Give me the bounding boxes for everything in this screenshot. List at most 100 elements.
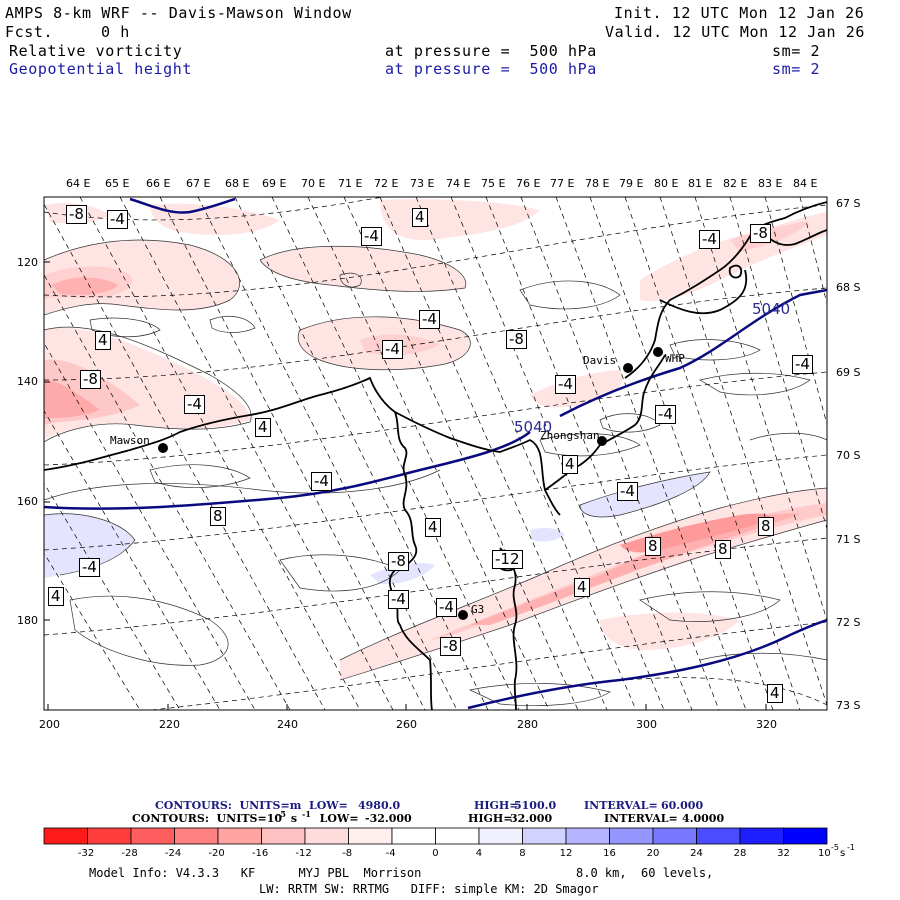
coast-line (624, 201, 827, 379)
station-markers (158, 347, 663, 620)
lon-label: 68 E (225, 177, 250, 190)
lon-label: 64 E (66, 177, 91, 190)
colorbar-swatch (478, 827, 523, 845)
ci2-exp: -5 (277, 809, 286, 819)
ci2-high: 32.000 (510, 812, 553, 825)
colorbar-tick-label: 28 (733, 848, 747, 859)
height-contour (467, 618, 827, 710)
ci1-low: 4980.0 (358, 799, 401, 812)
x-tick: 200 (39, 718, 60, 731)
vorticity-contour-label: 4 (574, 578, 590, 597)
lon-label: 78 E (585, 177, 610, 190)
ci2-label: CONTOURS: UNITS=10 (132, 812, 283, 825)
ci2-unit-exp: -1 (302, 809, 311, 819)
ci2-int-label: INTERVAL= (604, 812, 678, 825)
lat-label: 71 S (836, 533, 861, 546)
x-tick: 260 (396, 718, 417, 731)
vorticity-contour-label: 4 (562, 455, 578, 474)
pos-vort-area (370, 563, 435, 585)
height-label: 5040 (514, 418, 553, 436)
colorbar (43, 827, 828, 845)
colorbar-tick-label: 32 (777, 848, 790, 859)
vorticity-contour-label: -4 (699, 230, 720, 249)
colorbar-swatch (87, 827, 132, 845)
cb-unit-s: s (840, 848, 846, 859)
lon-label: 79 E (619, 177, 644, 190)
height-contours (44, 197, 827, 710)
ci2-unit: s (287, 812, 298, 825)
lon-label: 75 E (481, 177, 506, 190)
colorbar-swatch (435, 827, 480, 845)
lat-label: 67 S (836, 197, 861, 210)
vorticity-contour-label: -8 (388, 552, 409, 571)
vorticity-contour-label: -4 (311, 472, 332, 491)
y-tick: 140 (17, 375, 38, 388)
colorbar-tick-label: -16 (251, 848, 269, 859)
vorticity-contour-label: -8 (440, 637, 461, 656)
cb-unit-base: 10 (818, 848, 831, 859)
height-label: 5040 (752, 300, 791, 318)
zhongshan-marker (597, 436, 607, 446)
vorticity-contour-label: 4 (95, 331, 111, 350)
colorbar-tick-label: 4 (475, 848, 483, 859)
vorticity-contour-label: -12 (492, 550, 523, 569)
ci1-int-label: INTERVAL= (584, 799, 658, 812)
coast-line (44, 376, 433, 710)
vorticity-contour-label: 4 (255, 418, 271, 437)
station-label-davis: Davis (583, 354, 617, 367)
colorbar-tick-label: -32 (77, 848, 95, 859)
lon-label: 81 E (688, 177, 713, 190)
neg-vort-area (600, 612, 740, 650)
lon-label: 82 E (723, 177, 748, 190)
lon-label: 77 E (550, 177, 575, 190)
plot-frame (43, 196, 828, 711)
y-tick: 160 (17, 495, 38, 508)
vorticity-contour-label: -4 (436, 598, 457, 617)
colorbar-swatch (348, 827, 393, 845)
lat-label: 68 S (836, 281, 861, 294)
vorticity-contours (44, 239, 827, 706)
mawson-marker (158, 443, 168, 453)
colorbar-tick-label: -8 (342, 848, 353, 859)
x-tick: 220 (159, 718, 180, 731)
colorbar-tick-label: -12 (295, 848, 312, 859)
vorticity-contour-label: -4 (388, 590, 409, 609)
cb-unit-exp: -5 (831, 843, 839, 852)
vorticity-contour-label: 4 (767, 684, 783, 703)
lon-label: 83 E (758, 177, 783, 190)
station-label-whp: WHP (665, 352, 685, 365)
field2-sm: sm= 2 (772, 60, 821, 78)
vorticity-contour-label: -4 (655, 405, 676, 424)
vorticity-contour-label: 8 (210, 507, 226, 526)
lon-label: 67 E (186, 177, 211, 190)
vorticity-contour-label: -4 (79, 558, 100, 577)
ci1-high-label: HIGH= (474, 799, 519, 812)
ci1-high: 5100.0 (514, 799, 557, 812)
colorbar-swatch (783, 827, 828, 845)
forecast-label: Fcst. (5, 23, 54, 41)
colorbar-swatch (565, 827, 610, 845)
height-contour (44, 431, 531, 510)
valid-time: Valid. 12 UTC Mon 12 Jan 26 (605, 23, 866, 41)
coast-line (728, 264, 743, 279)
colorbar-swatch (739, 827, 784, 845)
field2-name: Geopotential height (9, 60, 192, 78)
vorticity-contour-label: -4 (361, 227, 382, 246)
lat-label: 70 S (836, 449, 861, 462)
ci2-low-label: LOW= (312, 812, 359, 825)
neg-vort-band (470, 513, 800, 625)
lon-label: 73 E (410, 177, 435, 190)
neg-vort-area (260, 246, 466, 292)
colorbar-tick-label: 0 (432, 848, 439, 859)
lon-label: 74 E (446, 177, 471, 190)
lat-label: 69 S (836, 366, 861, 379)
colorbar-swatch (609, 827, 654, 845)
x-tick: 300 (636, 718, 657, 731)
lon-label: 70 E (301, 177, 326, 190)
height-contour (559, 288, 827, 418)
lon-label: 76 E (516, 177, 541, 190)
ci2-low: -32.000 (365, 812, 412, 825)
colorbar-tick-label: -28 (121, 848, 138, 859)
ci1-int: 60.000 (661, 799, 704, 812)
vorticity-contour-label: -4 (107, 210, 128, 229)
